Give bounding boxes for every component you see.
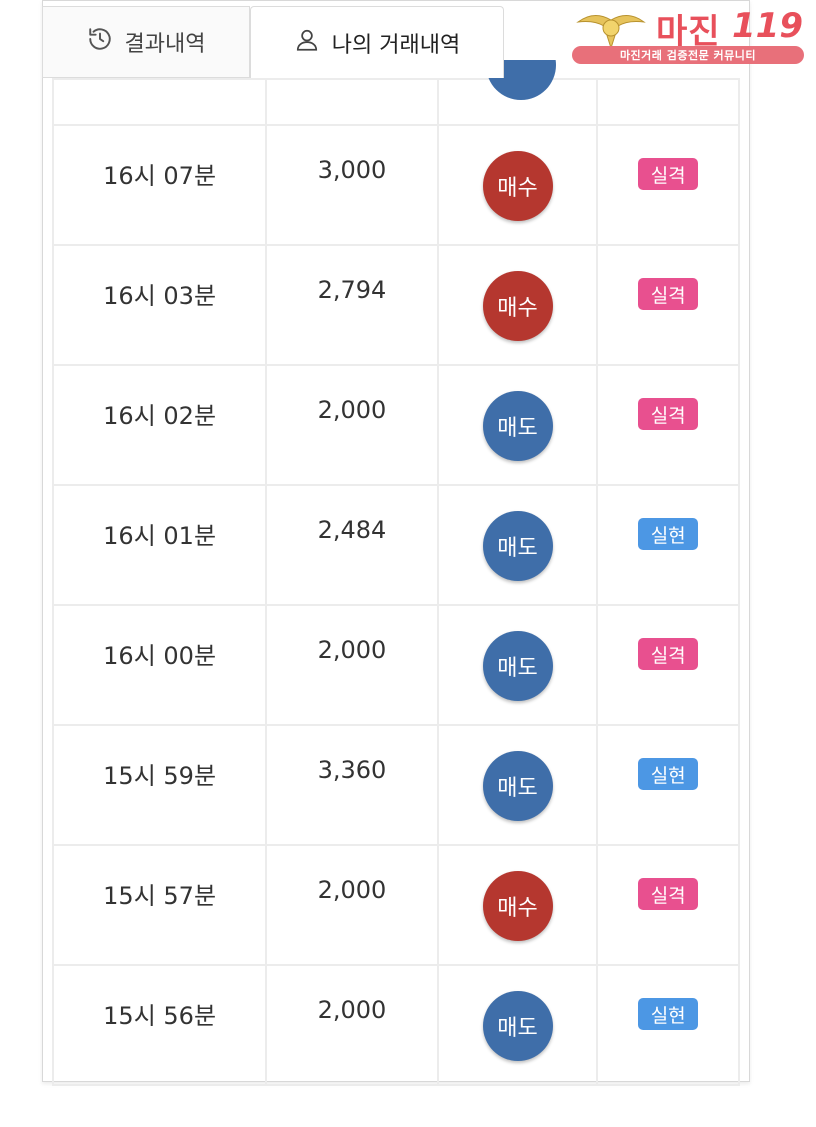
sell-indicator: 매도 [482,991,553,1061]
logo-brand: 마진 [656,12,721,52]
user-icon [294,27,332,59]
trade-time: 16시 02분 [103,402,217,430]
trade-time: 15시 57분 [103,882,217,910]
trade-amount: 2,484 [317,516,387,544]
trade-amount: 2,000 [317,996,387,1024]
table-row[interactable]: 15시 57분 2,000 매수 실격 [51,844,740,966]
buy-indicator: 매수 [482,871,553,941]
trade-time: 16시 01분 [103,522,217,550]
result-badge: 실현 [638,758,699,790]
result-badge: 실격 [638,878,699,910]
buy-indicator: 매수 [482,151,553,221]
tab-my-trades-label: 나의 거래내역 [331,32,461,58]
trade-history-table: 16시 07분 3,000 매수 실격 16시 03분 2,794 매수 실격 16시 02분 2… [51,78,740,1086]
table-row[interactable]: 16시 01분 2,484 매도 실현 [51,484,740,606]
trade-amount: 2,000 [317,636,387,664]
result-badge: 실격 [638,398,699,430]
logo-number: 119 [732,6,803,46]
tab-results-label: 결과내역 [124,32,206,57]
table-row[interactable]: 16시 02분 2,000 매도 실격 [51,364,740,486]
trade-time: 16시 07분 [103,162,217,190]
trade-amount: 2,794 [317,276,387,304]
result-badge: 실현 [638,518,699,550]
trade-amount: 2,000 [317,396,387,424]
tab-bar: 결과내역 나의 거래내역 [42,6,752,80]
table-row-partial [51,78,740,126]
trade-amount: 3,000 [317,156,387,184]
logo-emblem [576,8,646,50]
table-row[interactable]: 15시 59분 3,360 매도 실현 [51,724,740,846]
table-row[interactable]: 16시 00분 2,000 매도 실격 [51,604,740,726]
result-badge: 실격 [638,278,699,310]
history-icon [87,26,125,58]
result-badge: 실현 [638,998,699,1030]
trade-amount: 2,000 [317,876,387,904]
result-badge: 실격 [638,158,699,190]
buy-indicator: 매수 [482,271,553,341]
sell-indicator: 매도 [482,631,553,701]
table-row[interactable]: 16시 07분 3,000 매수 실격 [51,124,740,246]
table-row[interactable]: 16시 03분 2,794 매수 실격 [51,244,740,366]
trade-time: 16시 00분 [103,642,217,670]
trade-time: 15시 56분 [103,1002,217,1030]
trade-time: 16시 03분 [103,282,217,310]
sell-indicator: 매도 [482,751,553,821]
tab-my-trades[interactable]: 나의 거래내역 [250,6,504,78]
result-badge: 실격 [638,638,699,670]
logo-tagline: 마진거래 검증전문 커뮤니티 [572,46,804,64]
tab-results[interactable]: 결과내역 [42,6,250,78]
trade-amount: 3,360 [317,756,387,784]
sell-indicator: 매도 [482,511,553,581]
site-logo[interactable]: 마진 119 마진거래 검증전문 커뮤니티 [572,6,808,66]
table-row[interactable]: 15시 56분 2,000 매도 실현 [51,964,740,1086]
trade-time: 15시 59분 [103,762,217,790]
sell-indicator: 매도 [482,391,553,461]
